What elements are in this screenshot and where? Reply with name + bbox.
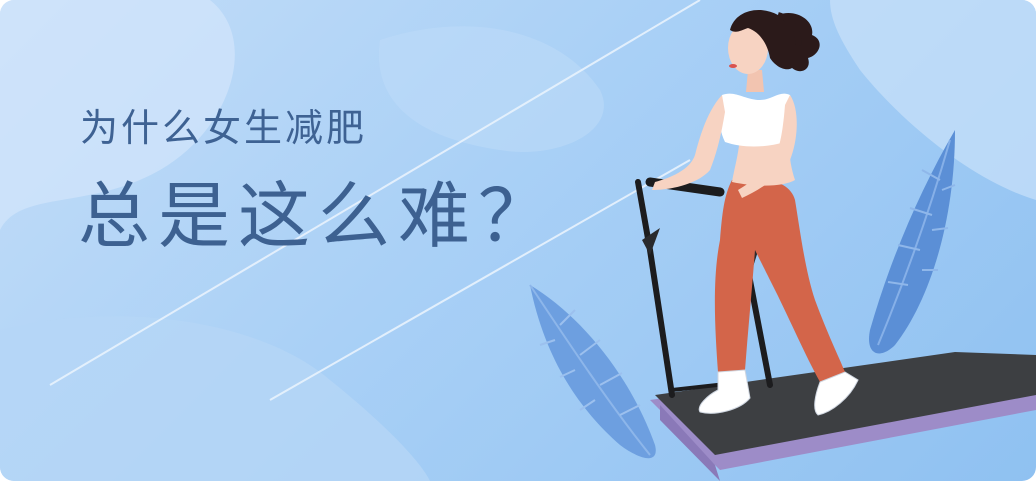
sports-top: [719, 93, 792, 147]
hair: [730, 10, 820, 72]
headline-question-line2: 总是这么难？: [78, 174, 559, 258]
bg-blob-right: [830, 0, 1036, 200]
headline-question-line1: 为什么女生减肥: [80, 106, 368, 150]
bg-blob-mid: [378, 26, 604, 152]
bg-diagonal-line-2: [269, 159, 691, 401]
bg-blob-bottom: [0, 316, 430, 481]
bg-blob-top-left: [0, 0, 235, 230]
leaf-right-icon: [869, 130, 956, 354]
treadmill-illustration: [635, 177, 1036, 481]
leggings: [714, 178, 845, 382]
leaf-left-icon: [529, 284, 656, 459]
bg-diagonal-line-1: [49, 0, 701, 386]
